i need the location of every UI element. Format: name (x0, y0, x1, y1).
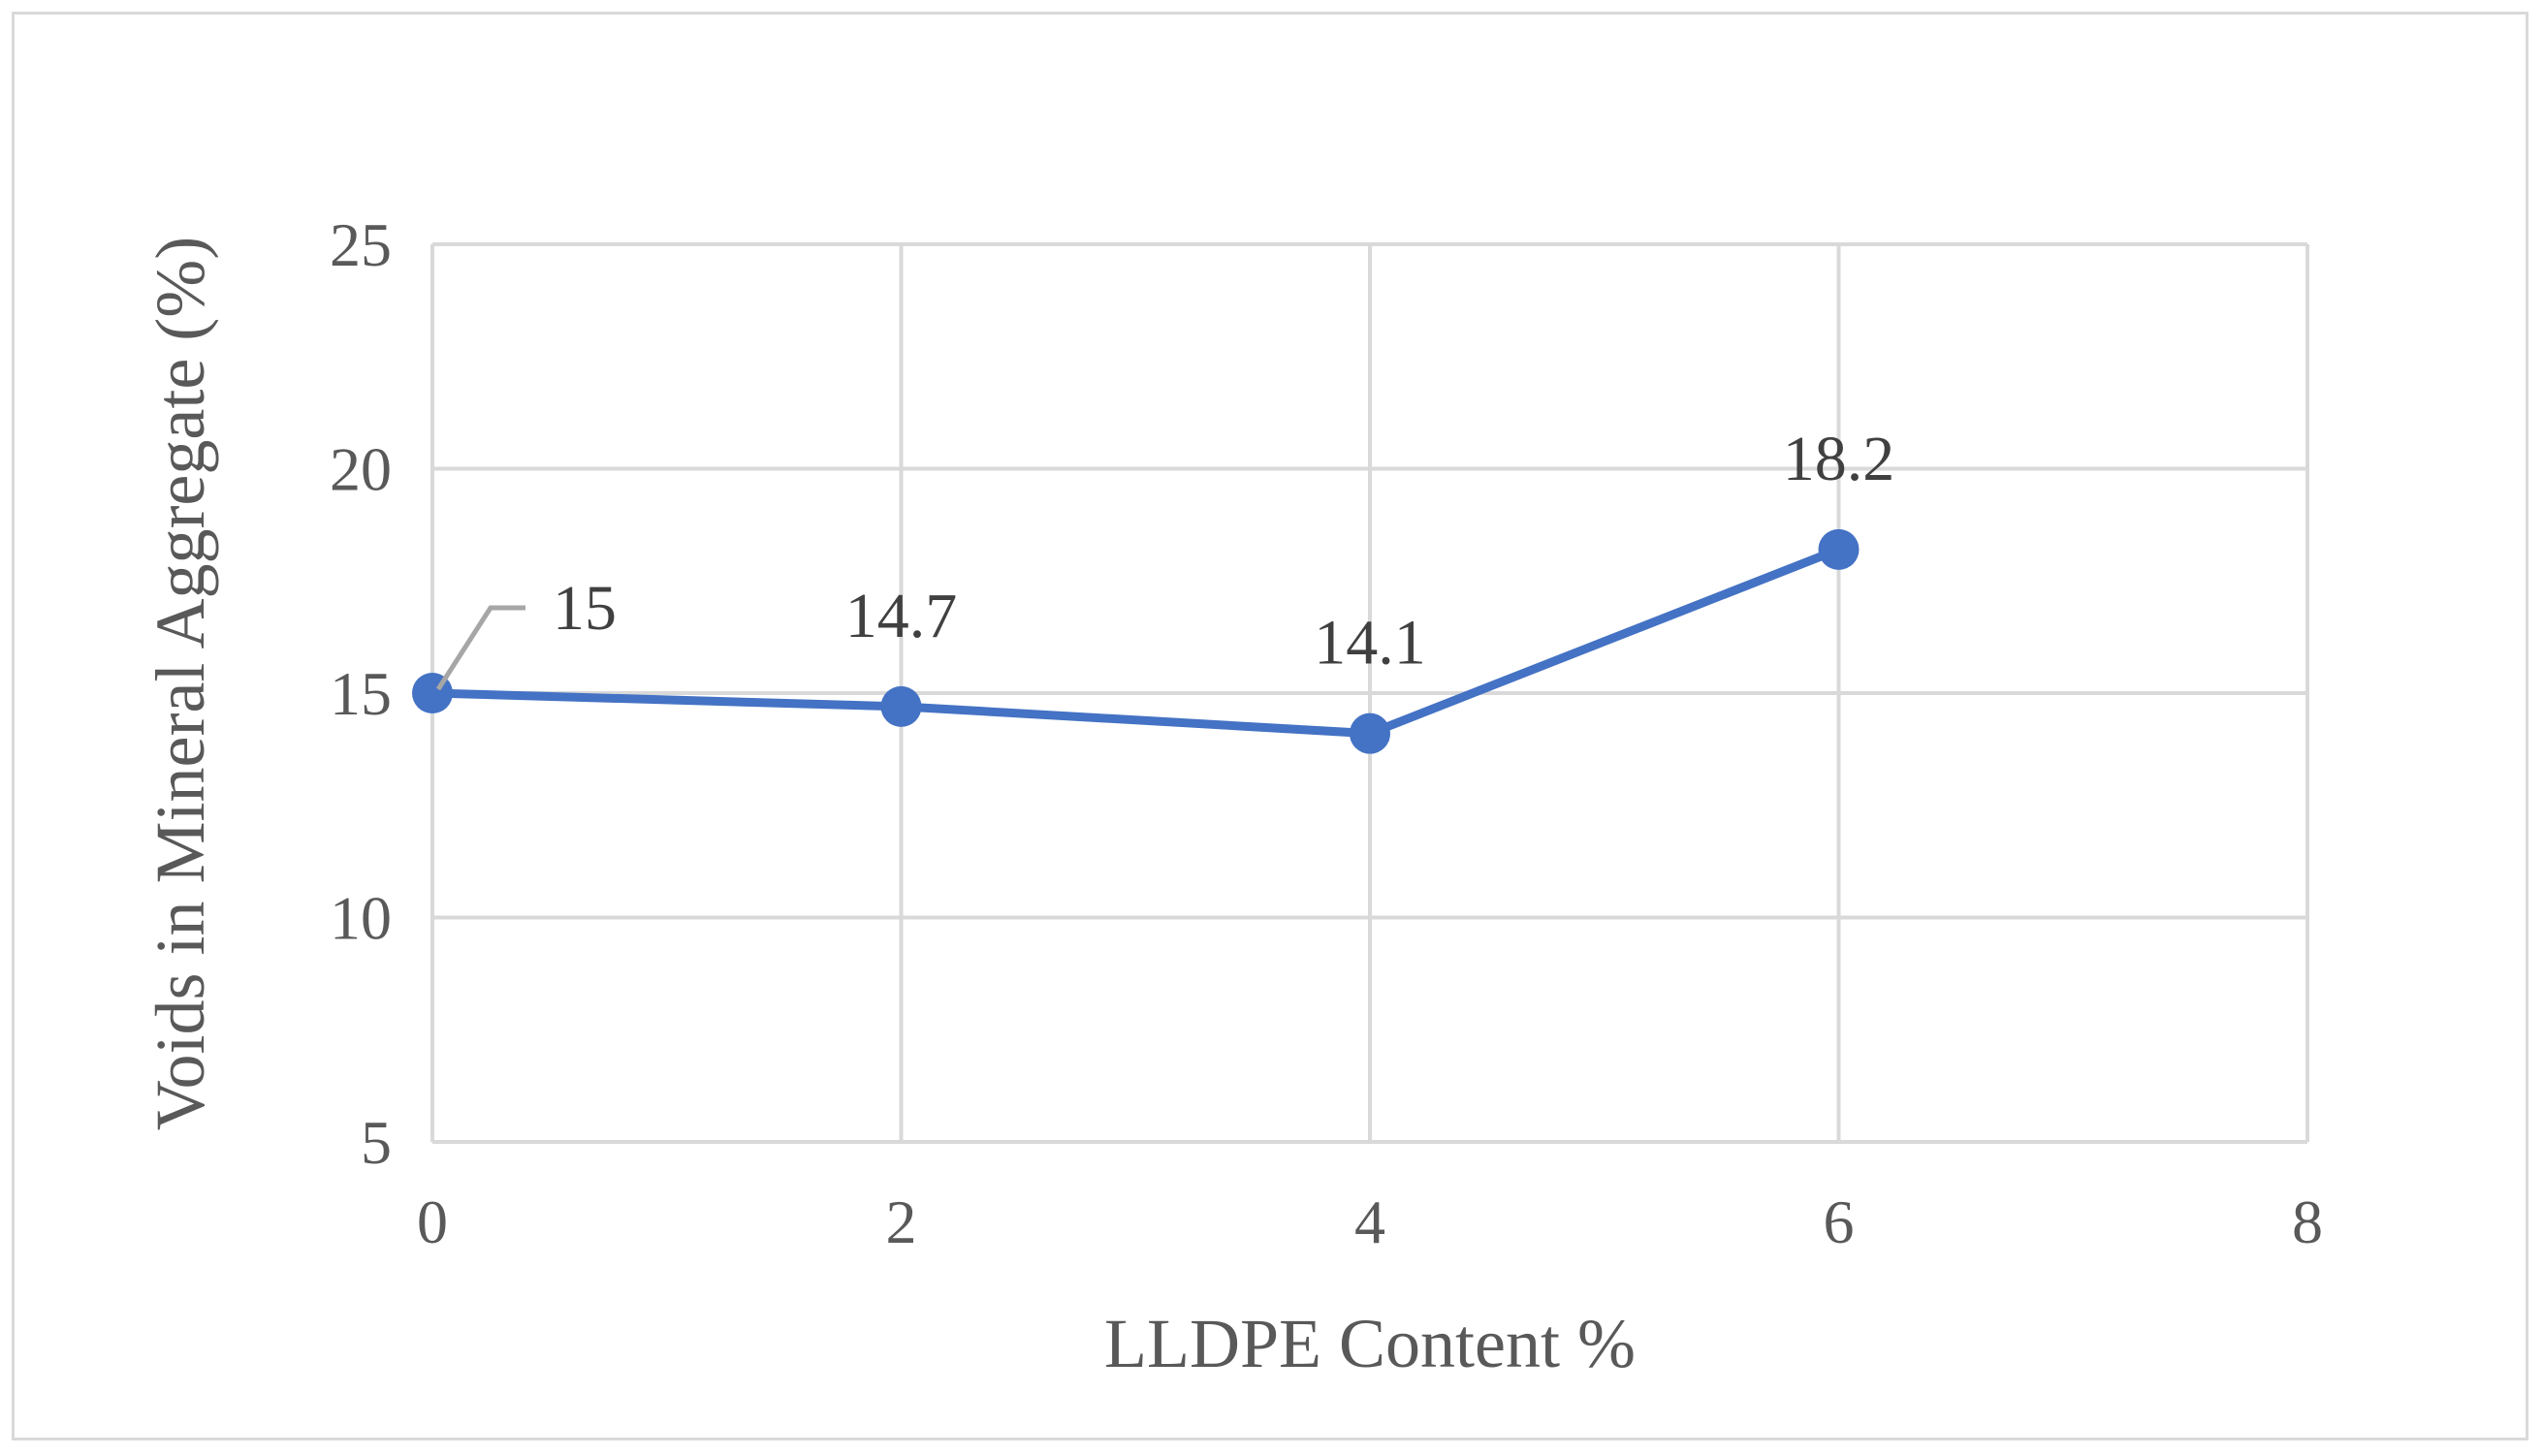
y-tick-label: 20 (330, 435, 392, 504)
x-tick-label: 8 (2292, 1187, 2323, 1256)
data-point (1818, 528, 1860, 570)
y-axis-title: Voids in Mineral Aggregate (%) (142, 237, 219, 1130)
x-tick-label: 4 (1354, 1187, 1385, 1256)
series-line (428, 545, 1843, 739)
data-label: 14.7 (845, 581, 958, 651)
axis-ticks: 5 10 15 20 25 0 2 4 6 8 (330, 210, 2323, 1256)
y-tick-label: 10 (330, 884, 392, 953)
y-tick-label: 25 (330, 210, 392, 279)
x-tick-label: 0 (417, 1187, 448, 1256)
y-tick-label: 5 (361, 1108, 392, 1177)
data-label: 18.2 (1783, 424, 1895, 494)
y-tick-label: 15 (330, 659, 392, 728)
data-labels: 15 14.7 14.1 18.2 (435, 424, 1895, 691)
x-tick-label: 2 (886, 1187, 917, 1256)
data-point (880, 685, 922, 727)
gridlines (430, 242, 2309, 1144)
leader-line (435, 605, 525, 691)
data-label: 14.1 (1314, 608, 1426, 679)
x-axis-title: LLDPE Content % (1104, 1305, 1636, 1382)
data-point (1350, 712, 1390, 754)
series (412, 528, 1860, 754)
x-tick-label: 6 (1824, 1187, 1855, 1256)
data-label: 15 (553, 573, 617, 644)
